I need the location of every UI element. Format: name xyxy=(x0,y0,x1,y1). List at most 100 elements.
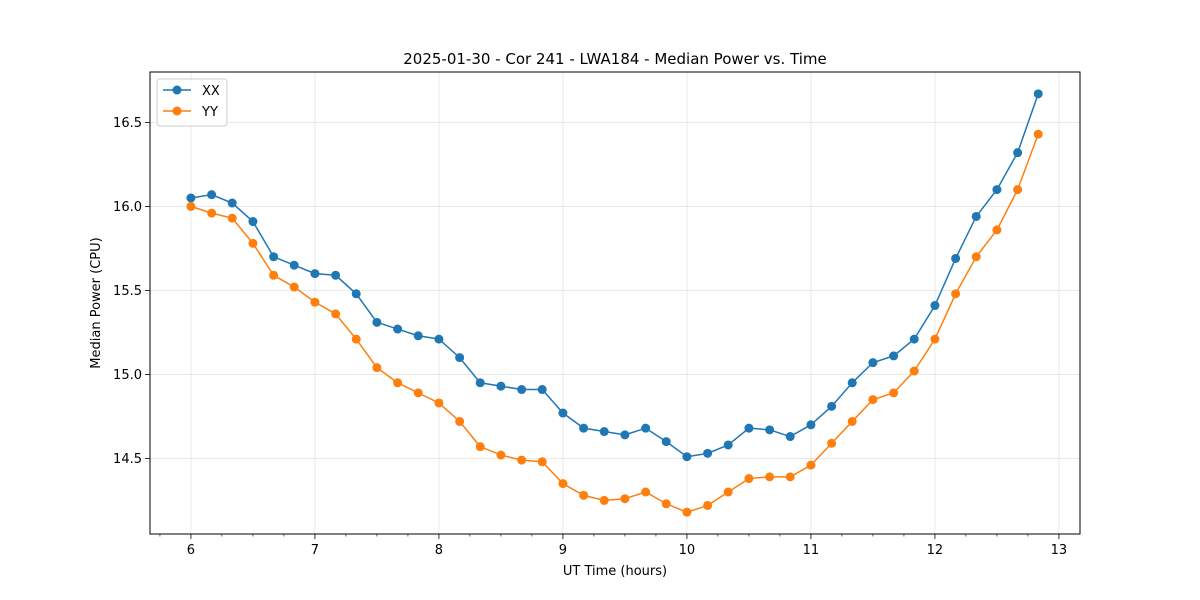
data-point-yy xyxy=(992,225,1002,235)
data-point-xx xyxy=(847,378,857,388)
series-yy xyxy=(186,129,1043,517)
data-point-xx xyxy=(517,385,527,395)
x-tick-label: 11 xyxy=(803,543,820,558)
data-point-yy xyxy=(207,208,217,218)
data-point-yy xyxy=(765,472,775,482)
data-point-xx xyxy=(951,253,961,263)
data-point-yy xyxy=(289,282,299,292)
data-point-yy xyxy=(847,416,857,426)
data-point-xx xyxy=(827,401,837,411)
data-point-xx xyxy=(682,452,692,462)
x-tick-label: 6 xyxy=(187,543,195,558)
data-point-yy xyxy=(227,213,237,223)
data-point-yy xyxy=(475,442,485,452)
x-tick-label: 8 xyxy=(435,543,443,558)
x-axis-label: UT Time (hours) xyxy=(563,564,667,579)
data-point-xx xyxy=(579,423,589,433)
data-point-yy xyxy=(455,416,465,426)
data-point-xx xyxy=(475,378,485,388)
data-point-yy xyxy=(620,494,630,504)
data-point-xx xyxy=(393,324,403,334)
plot-frame xyxy=(149,71,1081,535)
data-point-xx xyxy=(455,353,465,363)
data-point-yy xyxy=(310,297,320,307)
data-point-xx xyxy=(227,198,237,208)
data-point-yy xyxy=(248,238,258,248)
data-point-yy xyxy=(889,388,899,398)
data-point-xx xyxy=(248,217,258,227)
data-point-yy xyxy=(951,289,961,299)
x-tick-label: 10 xyxy=(679,543,696,558)
data-point-xx xyxy=(806,420,816,430)
data-point-xx xyxy=(289,260,299,270)
data-point-xx xyxy=(620,430,630,440)
grid-layer xyxy=(150,72,1080,534)
data-point-xx xyxy=(744,423,754,433)
series-xx xyxy=(186,89,1043,462)
data-point-xx xyxy=(269,252,279,262)
legend-marker-yy xyxy=(172,106,182,116)
legend-label-yy: YY xyxy=(201,105,218,120)
data-point-xx xyxy=(599,427,609,437)
data-point-yy xyxy=(517,455,527,465)
data-point-yy xyxy=(682,507,692,517)
y-tick-label: 15.5 xyxy=(113,284,142,299)
data-point-yy xyxy=(186,201,196,211)
y-tick-label: 16.5 xyxy=(113,116,142,131)
data-point-yy xyxy=(661,499,671,509)
data-point-yy xyxy=(971,252,981,262)
data-point-yy xyxy=(806,460,816,470)
data-point-yy xyxy=(269,270,279,280)
data-point-yy xyxy=(1033,129,1043,139)
data-point-xx xyxy=(351,289,361,299)
data-point-xx xyxy=(765,425,775,435)
legend-marker-xx xyxy=(172,85,182,95)
series-layer xyxy=(186,89,1043,517)
data-point-xx xyxy=(1013,148,1023,158)
data-point-xx xyxy=(331,270,341,280)
y-tick-label: 16.0 xyxy=(113,200,142,215)
data-point-yy xyxy=(703,500,713,510)
data-point-yy xyxy=(496,450,506,460)
legend: XX YY xyxy=(156,78,228,127)
data-point-xx xyxy=(889,351,899,361)
y-axis-label: Median Power (CPU) xyxy=(89,237,104,368)
data-point-xx xyxy=(434,334,444,344)
y-tick-label: 15.0 xyxy=(113,368,142,383)
data-point-xx xyxy=(785,432,795,442)
data-point-yy xyxy=(372,363,382,373)
data-point-yy xyxy=(868,395,878,405)
data-point-yy xyxy=(351,334,361,344)
data-point-yy xyxy=(1013,185,1023,195)
x-tick-label: 13 xyxy=(1051,543,1068,558)
data-point-xx xyxy=(992,185,1002,195)
data-point-yy xyxy=(393,378,403,388)
data-point-yy xyxy=(827,438,837,448)
data-point-xx xyxy=(641,423,651,433)
data-point-yy xyxy=(434,398,444,408)
data-point-xx xyxy=(868,358,878,368)
x-tick-label: 7 xyxy=(311,543,319,558)
chart-title: 2025-01-30 - Cor 241 - LWA184 - Median P… xyxy=(403,50,827,68)
data-point-yy xyxy=(331,309,341,319)
data-point-yy xyxy=(641,487,651,497)
data-point-xx xyxy=(723,440,733,450)
data-point-yy xyxy=(909,366,919,376)
data-point-xx xyxy=(310,269,320,279)
data-point-yy xyxy=(744,474,754,484)
data-point-yy xyxy=(930,334,940,344)
y-tick-label: 14.5 xyxy=(113,452,142,467)
data-point-xx xyxy=(207,190,217,200)
data-point-xx xyxy=(537,385,547,395)
data-point-yy xyxy=(413,388,423,398)
data-point-yy xyxy=(599,495,609,505)
data-point-xx xyxy=(703,448,713,458)
data-point-xx xyxy=(496,381,506,391)
axis-layer: 6 7 8 9 10 11 12 13 14.5 15.0 15.5 16.0 16.5 xyxy=(113,116,1067,558)
data-point-yy xyxy=(579,490,589,500)
data-point-yy xyxy=(785,472,795,482)
x-tick-label: 9 xyxy=(559,543,567,558)
data-point-xx xyxy=(1033,89,1043,99)
data-point-xx xyxy=(909,334,919,344)
